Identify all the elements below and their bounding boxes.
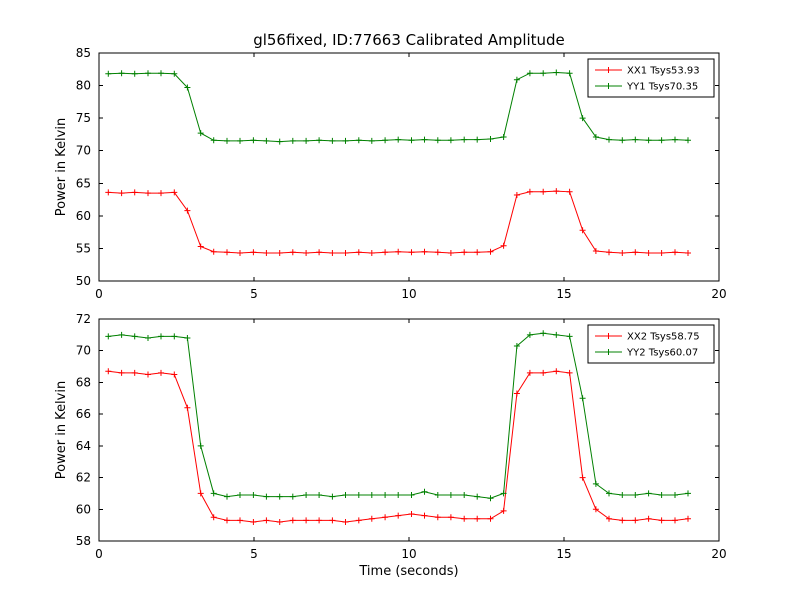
y-tick-label: 62 [76, 471, 91, 485]
x-tick-label: 10 [401, 547, 416, 561]
legend-marker [605, 333, 612, 339]
y-tick-label: 60 [76, 209, 91, 223]
top-axes: 0 5 10 15 20 50 55 60 65 70 75 80 85 Power in Kelvin X… [54, 46, 727, 301]
y-tick-label: 58 [76, 534, 91, 548]
legend-box [587, 324, 715, 364]
series-markers-xx2 [105, 368, 691, 525]
y-tick-label: 66 [76, 407, 91, 421]
legend-marker [605, 83, 612, 89]
y-tick-label: 60 [76, 502, 91, 516]
y-tick-label: 80 [76, 79, 91, 93]
y-axis-label: Power in Kelvin [54, 118, 69, 216]
legend-label: XX2 Tsys58.75 [627, 332, 700, 343]
y-tick-label: 70 [76, 144, 91, 158]
y-tick-label: 65 [76, 176, 91, 190]
series-line-xx2 [108, 370, 689, 523]
y-tick-label: 64 [76, 439, 91, 453]
y-tick-label: 75 [76, 111, 91, 125]
y-tick-label: 70 [76, 344, 91, 358]
series-markers-xx1 [105, 188, 691, 256]
y-tick-label: 68 [76, 375, 91, 389]
x-tick-label: 15 [556, 287, 571, 301]
x-tick-label: 5 [250, 547, 258, 561]
legend-label: YY1 Tsys70.35 [626, 82, 698, 93]
x-tick-label: 10 [401, 287, 416, 301]
x-tick-label: 15 [556, 547, 571, 561]
legend-marker [605, 67, 612, 73]
x-tick-label: 20 [711, 547, 726, 561]
y-tick-label: 55 [76, 241, 91, 255]
y-tick-label: 72 [76, 312, 91, 326]
series-markers-yy2 [105, 330, 691, 502]
series-line-xx1 [108, 190, 689, 254]
y-axis-label: Power in Kelvin [54, 381, 69, 479]
plot-title: gl56fixed, ID:77663 Calibrated Amplitude [253, 31, 565, 49]
legend-label: YY2 Tsys60.07 [626, 348, 698, 359]
x-tick-label: 0 [95, 547, 103, 561]
x-axis-label: Time (seconds) [358, 564, 458, 579]
y-tick-label: 85 [76, 46, 91, 60]
legend-label: XX1 Tsys53.93 [627, 66, 700, 77]
x-tick-label: 0 [95, 287, 103, 301]
series-markers-yy1 [105, 69, 691, 145]
legend-marker [605, 349, 612, 355]
y-tick-label: 50 [76, 274, 91, 288]
x-tick-label: 5 [250, 287, 258, 301]
bottom-axes: 0 5 10 15 20 58 60 62 64 66 68 70 72 Power in Kelvin T… [54, 312, 727, 579]
x-tick-label: 20 [711, 287, 726, 301]
legend-box [587, 58, 715, 98]
